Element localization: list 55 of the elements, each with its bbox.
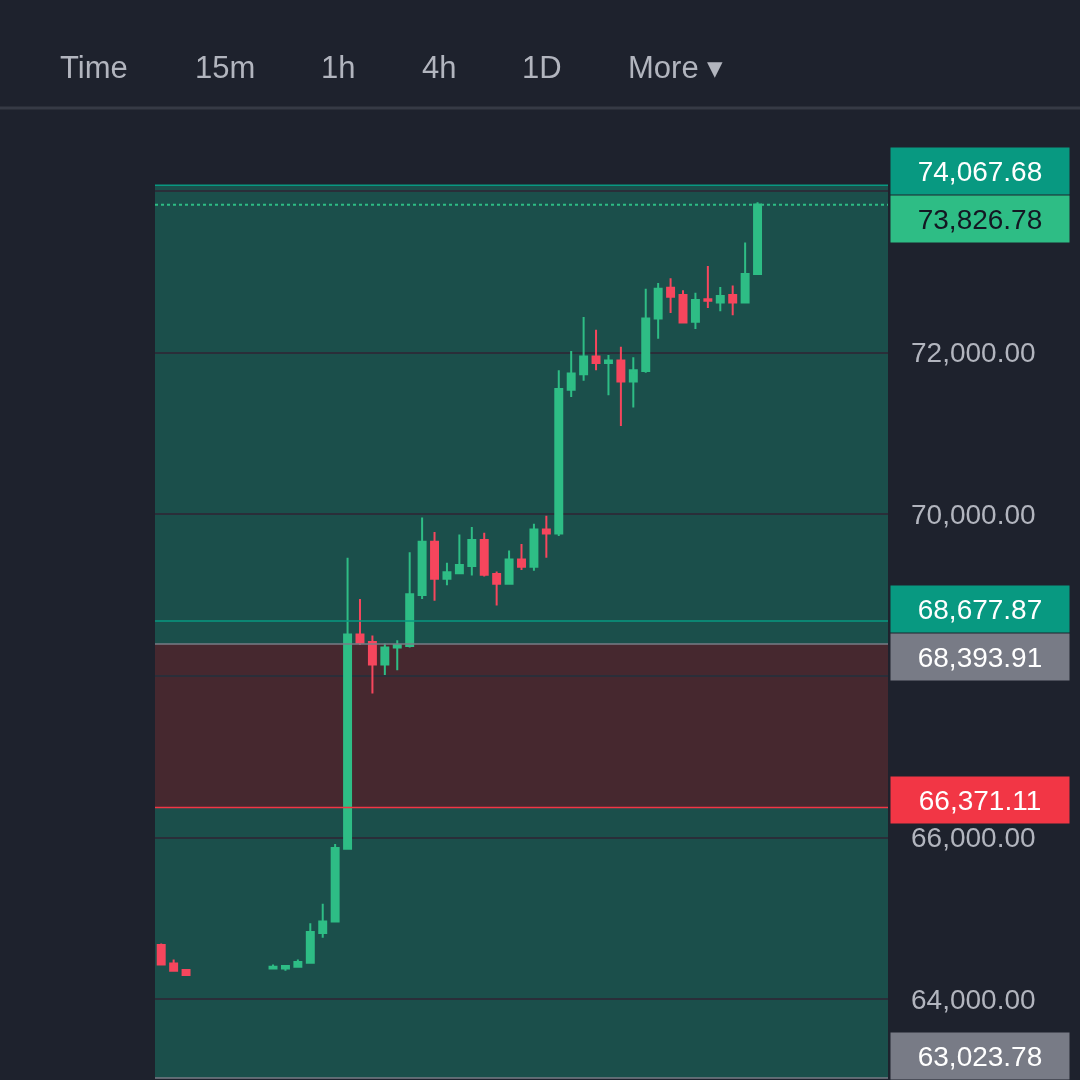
candlestick (479, 531, 489, 578)
ref-line-label: 68,677.87 (917, 593, 1043, 625)
y-tick-label: 70,000.00 (911, 498, 1036, 530)
text: Time (60, 50, 128, 85)
candlestick (504, 549, 514, 586)
candlestick (405, 551, 415, 649)
y-tick-label: 72,000.00 (911, 337, 1036, 369)
candlestick (628, 356, 638, 409)
candlestick (169, 958, 179, 973)
text: 1h (321, 50, 356, 85)
candlestick (454, 533, 464, 575)
candlestick (293, 958, 303, 969)
candlestick (467, 526, 477, 577)
candlestick (579, 315, 589, 382)
candlestick (430, 530, 440, 602)
candlestick (653, 281, 663, 340)
candlestick (156, 942, 166, 967)
text: 1D (522, 50, 562, 85)
candlestick (740, 241, 750, 305)
ref-line-label: 74,067.68 (917, 155, 1043, 187)
candlestick (330, 842, 340, 924)
candlestick (678, 289, 688, 325)
candlestick (492, 570, 502, 607)
candlestick (591, 328, 601, 372)
candlestick (666, 277, 676, 314)
text: More ▾ (628, 50, 724, 85)
y-tick-label: 66,000.00 (911, 822, 1036, 854)
candlestick (343, 556, 353, 851)
ref-line-label: 66,371.11 (918, 784, 1042, 816)
candlestick (703, 265, 713, 310)
candlestick (616, 345, 626, 428)
candlestick (392, 639, 402, 672)
candlestick (690, 291, 700, 331)
candlestick (181, 968, 191, 977)
text: 4h (422, 50, 457, 85)
candlestick (442, 561, 452, 587)
text: 15m (195, 50, 256, 85)
candlestick (529, 522, 539, 572)
candlestick (367, 634, 377, 695)
candlestick (554, 369, 564, 537)
candlestick (417, 516, 427, 601)
candlestick (566, 349, 576, 398)
ref-line-label: 68,393.91 (917, 641, 1043, 673)
ref-line-label: 73,826.78 (917, 203, 1043, 235)
candlestick (305, 922, 315, 965)
candlestick (380, 642, 390, 677)
candlestick (603, 353, 613, 397)
candlestick (641, 287, 651, 374)
candlestick (715, 286, 725, 313)
candlestick (541, 514, 551, 559)
y-tick-label: 64,000.00 (911, 983, 1036, 1015)
candlestick (517, 543, 526, 571)
ref-line-label: 63,023.78 (917, 1040, 1043, 1072)
candlestick (318, 902, 328, 939)
candlestick (728, 284, 738, 317)
